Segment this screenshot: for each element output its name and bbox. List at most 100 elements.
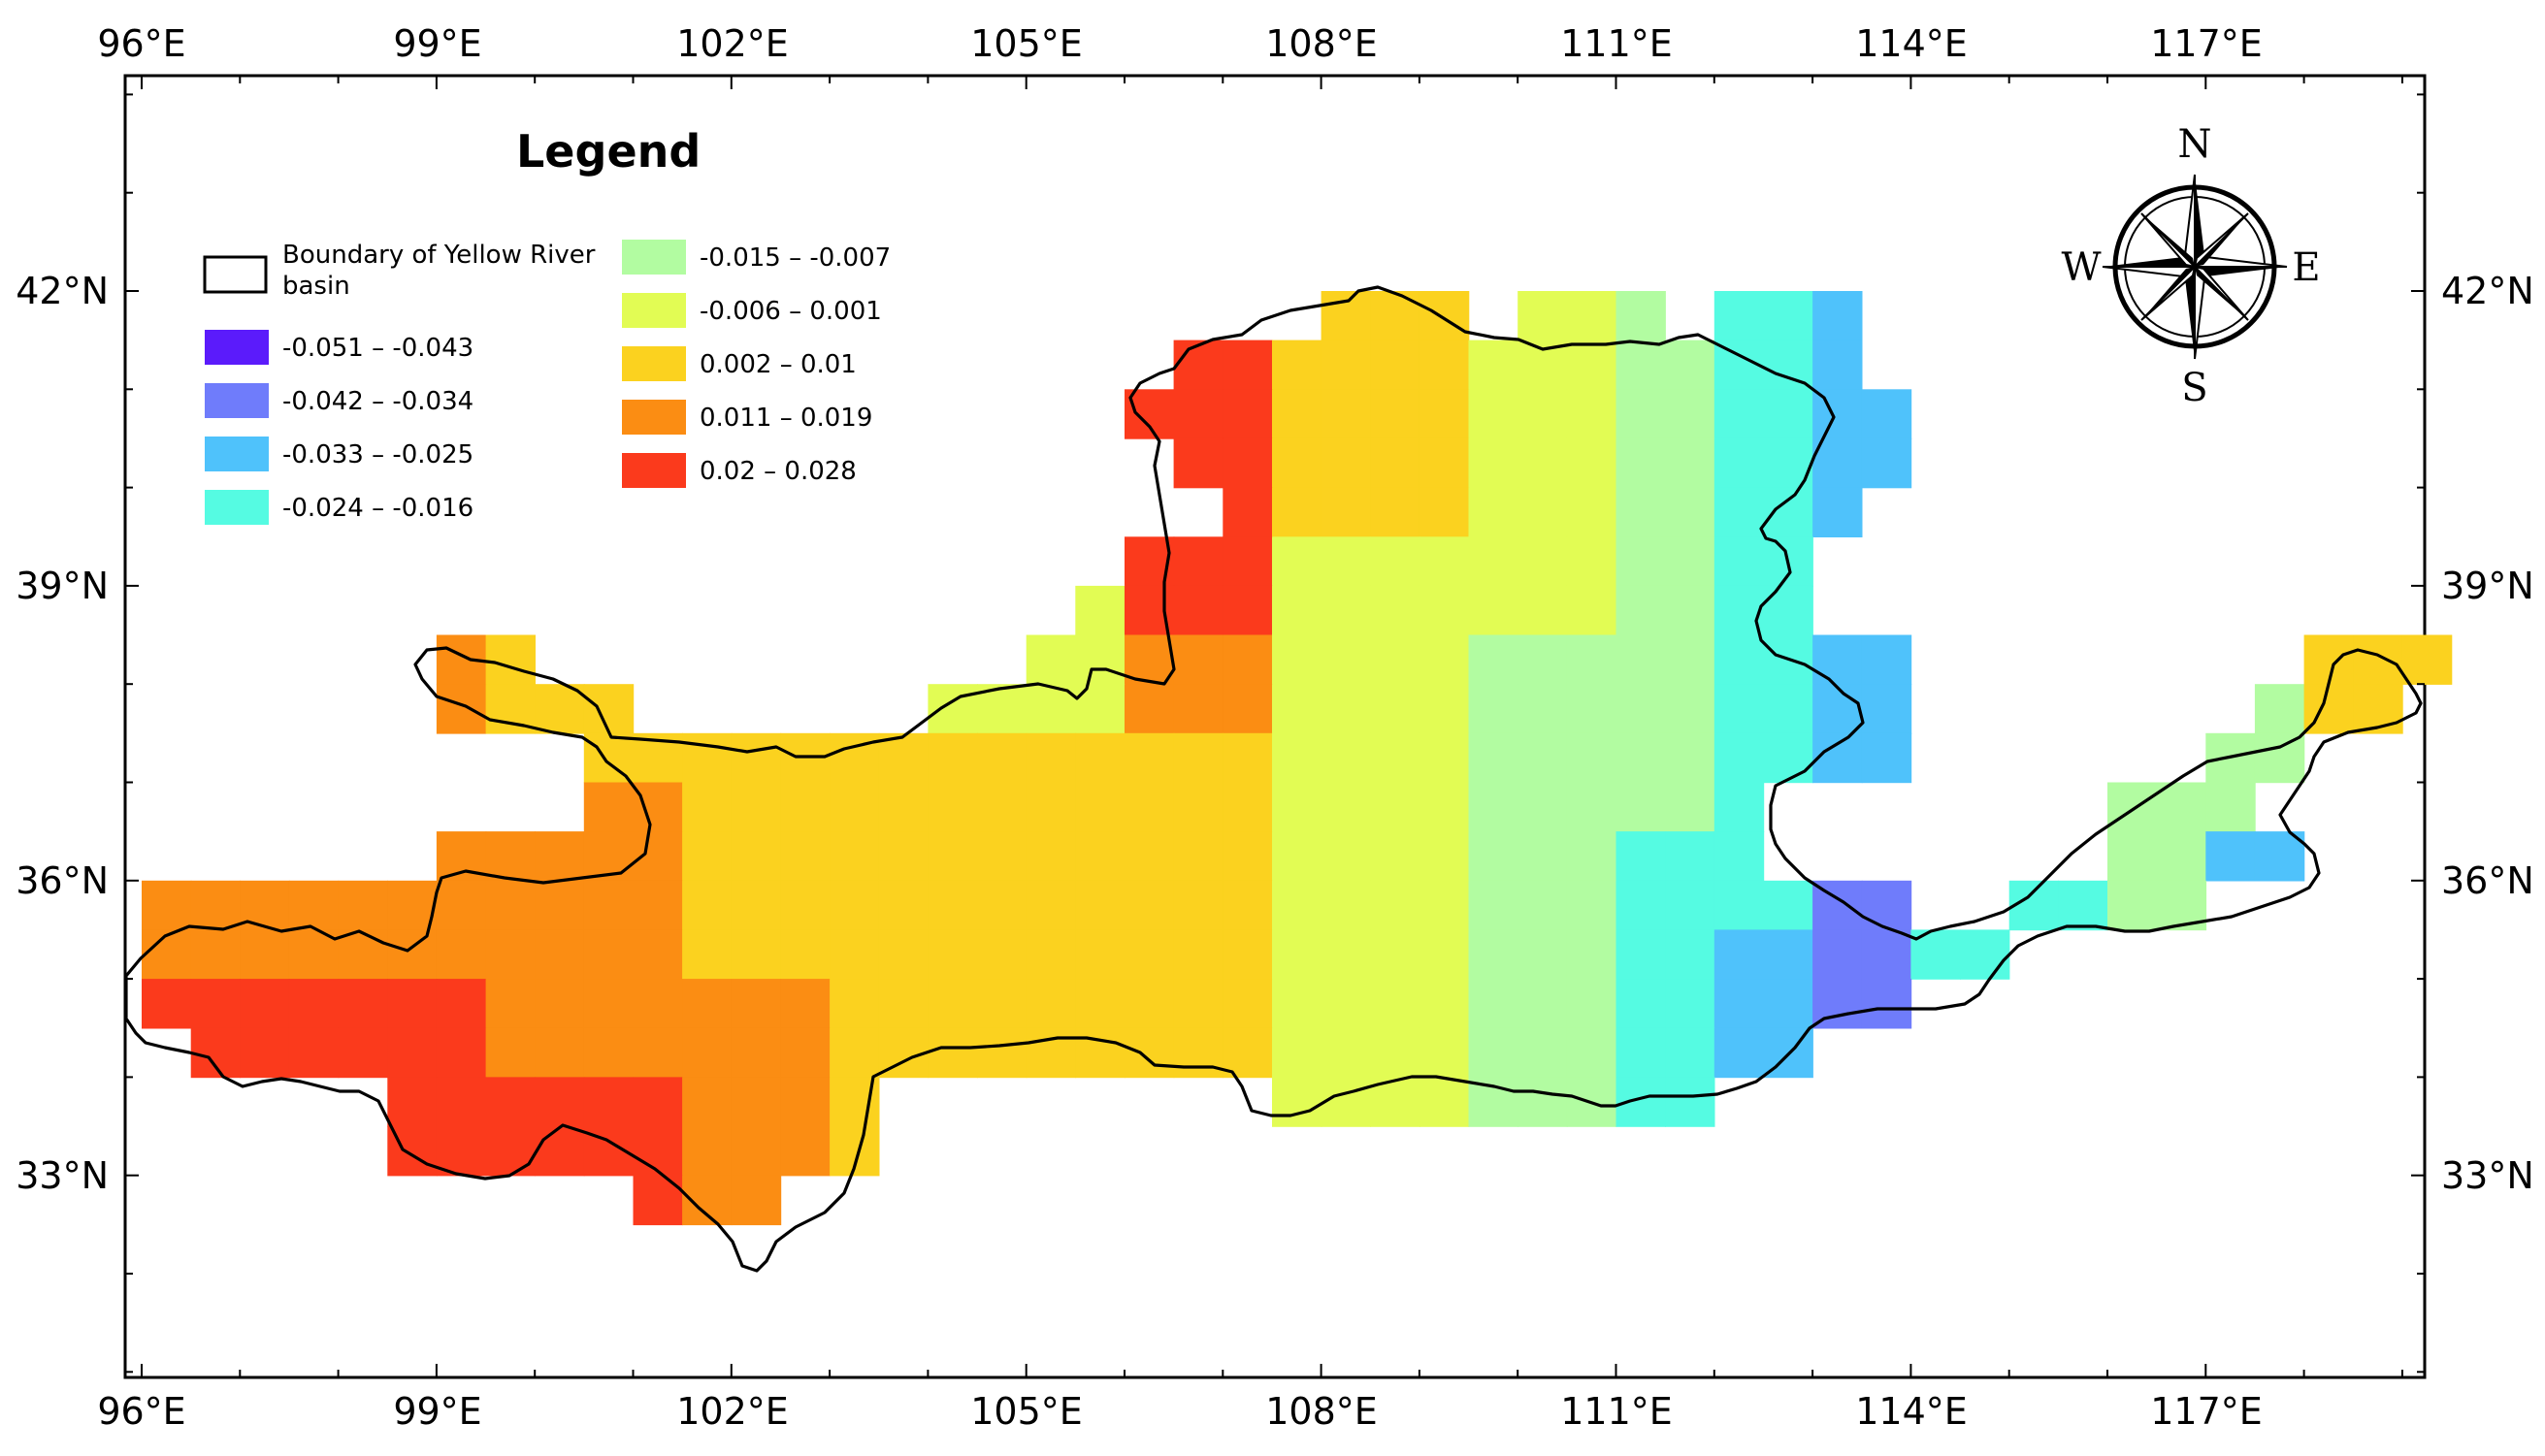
legend-label: 0.011 – 0.019 (700, 404, 872, 433)
raster-cell (1566, 487, 1617, 537)
raster-cell (682, 880, 733, 931)
raster-cell (1517, 831, 1568, 882)
raster-cell (1615, 1027, 1666, 1079)
raster-cell (1223, 340, 1273, 390)
legend-swatch (622, 293, 686, 328)
raster-cell (633, 929, 683, 980)
raster-cell (780, 1126, 831, 1177)
legend-label: -0.051 – -0.043 (282, 334, 473, 363)
raster-cell (1223, 929, 1273, 980)
raster-cell (1861, 389, 1912, 439)
raster-cell (830, 831, 880, 882)
raster-cell (1468, 437, 1518, 489)
legend-swatch (205, 383, 269, 418)
raster-cell (1861, 732, 1912, 784)
compass-e: E (2292, 245, 2320, 290)
raster-cell (1173, 979, 1224, 1029)
raster-cell (1419, 684, 1470, 734)
raster-cell (1321, 437, 1371, 489)
raster-cell (1713, 929, 1765, 980)
raster-cell (1665, 1077, 1715, 1127)
lon-labels-top: 96°E 99°E 102°E 105°E 108°E 111°E 114°E … (97, 22, 2262, 65)
legend-label: -0.024 – -0.016 (282, 494, 473, 523)
legend-label: -0.033 – -0.025 (282, 440, 473, 469)
raster-cell (1321, 536, 1371, 587)
raster-cell (1615, 340, 1666, 390)
raster-cell (2156, 782, 2207, 832)
raster-cell (830, 979, 880, 1029)
raster-cell (1468, 536, 1518, 587)
boundary-label-line2: basin (282, 272, 350, 301)
legend-label: -0.015 – -0.007 (700, 243, 891, 273)
raster-cell (338, 929, 388, 980)
raster-cell (1321, 585, 1371, 636)
raster-cell (1272, 634, 1322, 685)
raster-cell (1173, 536, 1224, 587)
raster-cell (1370, 340, 1420, 390)
raster-cell (633, 880, 683, 931)
raster-cell (977, 782, 1028, 832)
raster-cell (1615, 437, 1666, 489)
raster-cell (338, 1027, 388, 1079)
raster-cell (780, 979, 831, 1029)
raster-cell (1665, 340, 1715, 390)
lon-label: 96°E (97, 1390, 185, 1433)
raster-cell (780, 880, 831, 931)
raster-cell (2156, 831, 2207, 882)
raster-cell (1223, 634, 1273, 685)
raster-cell (583, 1077, 635, 1127)
raster-cell (1861, 880, 1912, 931)
raster-cell (1615, 782, 1666, 832)
raster-cell (1763, 880, 1813, 931)
raster-cell (338, 979, 388, 1029)
raster-cell (780, 1027, 831, 1079)
raster-cell (1812, 732, 1863, 784)
raster-cell (1223, 536, 1273, 587)
raster-cell (1615, 732, 1666, 784)
raster-cell (1468, 732, 1518, 784)
raster-cell (1370, 831, 1420, 882)
raster-cell (1419, 831, 1470, 882)
raster-cell (1370, 782, 1420, 832)
raster-cell (731, 1126, 782, 1177)
raster-cell (1370, 979, 1420, 1029)
raster-cell (1517, 684, 1568, 734)
raster-cell (2205, 831, 2256, 882)
raster-cell (1223, 782, 1273, 832)
raster-cell (1812, 487, 1863, 537)
lat-label: 42°N (16, 270, 109, 312)
raster-cell (878, 732, 930, 784)
raster-cell (2205, 782, 2256, 832)
raster-cell (1665, 732, 1715, 784)
raster-cell (1468, 979, 1518, 1029)
raster-cell (1566, 437, 1617, 489)
lat-label: 36°N (2441, 859, 2534, 902)
raster-cell (1419, 585, 1470, 636)
raster-cell (2254, 831, 2305, 882)
raster-cell (1419, 1027, 1470, 1079)
raster-cell (190, 979, 242, 1029)
raster-cell (1517, 291, 1568, 341)
raster-cell (1566, 979, 1617, 1029)
raster-cell (1665, 634, 1715, 685)
raster-cell (1370, 389, 1420, 439)
raster-cell (1615, 880, 1666, 931)
raster-cell (1026, 979, 1077, 1029)
raster-cell (830, 1027, 880, 1079)
raster-cell (878, 880, 930, 931)
raster-cell (1566, 880, 1617, 931)
raster-cell (1223, 979, 1273, 1029)
raster-cell (1615, 487, 1666, 537)
raster-cell (1713, 437, 1765, 489)
raster-cell (1125, 389, 1175, 439)
raster-cell (1075, 782, 1126, 832)
raster-cell (1861, 979, 1912, 1029)
raster-cell (731, 1077, 782, 1127)
raster-cell (1223, 389, 1273, 439)
raster-cell (1419, 782, 1470, 832)
raster-cell (1566, 929, 1617, 980)
raster-cell (928, 979, 978, 1029)
raster-cell (2107, 782, 2158, 832)
raster-cell (633, 782, 683, 832)
compass-point-ne-light (2193, 212, 2249, 271)
